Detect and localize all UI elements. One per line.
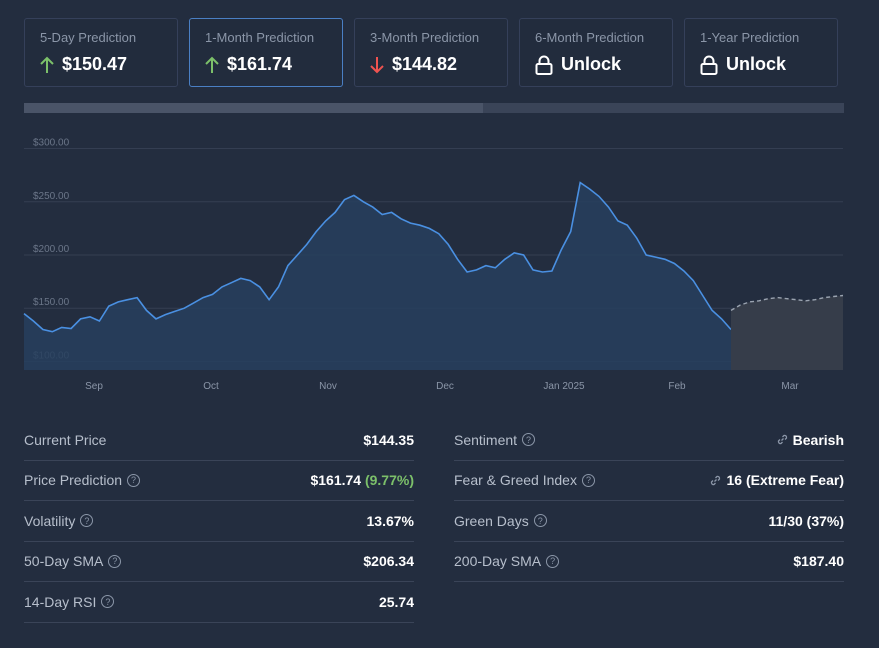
y-tick-label: $250.00 bbox=[33, 191, 70, 202]
help-icon[interactable]: ? bbox=[581, 473, 595, 487]
price-chart: $300.00$250.00$200.00$150.00$100.00SepOc… bbox=[0, 130, 879, 400]
stats-left: Current Price $144.35 Price Prediction? … bbox=[24, 420, 414, 623]
prediction-cards: 5-Day Prediction $150.47 1-Month Predict… bbox=[24, 18, 838, 87]
card-6-month[interactable]: 6-Month Prediction Unlock bbox=[519, 18, 673, 87]
y-tick-label: $200.00 bbox=[33, 244, 70, 255]
x-tick-label: Jan 2025 bbox=[543, 381, 585, 392]
x-tick-label: Nov bbox=[319, 381, 337, 392]
stat-label: Fear & Greed Index bbox=[454, 472, 577, 489]
stats-right: Sentiment? Bearish Fear & Greed Index? 1… bbox=[454, 420, 844, 582]
y-tick-label: $150.00 bbox=[33, 297, 70, 308]
card-value: Unlock bbox=[726, 54, 787, 74]
card-1-year[interactable]: 1-Year Prediction Unlock bbox=[684, 18, 838, 87]
stat-label: 14-Day RSI bbox=[24, 593, 97, 610]
stat-current-price: Current Price $144.35 bbox=[24, 420, 414, 461]
card-3-month[interactable]: 3-Month Prediction $144.82 bbox=[354, 18, 508, 87]
stat-sentiment: Sentiment? Bearish bbox=[454, 420, 844, 461]
help-icon[interactable]: ? bbox=[546, 554, 560, 568]
stat-label: 50-Day SMA bbox=[24, 553, 104, 570]
stat-label: Volatility bbox=[24, 512, 76, 529]
price-chart-svg: $300.00$250.00$200.00$150.00$100.00SepOc… bbox=[23, 138, 844, 392]
stat-value: 11/30 (37%) bbox=[768, 512, 845, 529]
link-icon bbox=[777, 435, 787, 445]
arrow-up-icon bbox=[205, 56, 219, 73]
help-icon[interactable]: ? bbox=[522, 433, 536, 447]
card-value: $144.82 bbox=[392, 54, 458, 74]
progress-fill bbox=[24, 103, 484, 113]
card-label: 1-Year Prediction bbox=[700, 30, 800, 45]
arrow-down-icon bbox=[370, 56, 384, 73]
x-tick-label: Mar bbox=[781, 381, 799, 392]
price-line bbox=[23, 181, 732, 333]
lock-icon bbox=[535, 55, 553, 75]
stat-fear-greed: Fear & Greed Index? 16 (Extreme Fear) bbox=[454, 461, 844, 501]
card-label: 1-Month Prediction bbox=[205, 30, 315, 45]
stat-label: Green Days bbox=[454, 512, 529, 529]
stat-change: (9.77%) bbox=[364, 472, 414, 489]
help-icon[interactable]: ? bbox=[533, 514, 547, 528]
x-tick-label: Sep bbox=[85, 381, 103, 392]
card-value: $161.74 bbox=[227, 54, 293, 74]
stat-price-prediction: Price Prediction? $161.74 (9.77%) bbox=[24, 461, 414, 501]
lock-icon bbox=[700, 55, 718, 75]
x-tick-label: Feb bbox=[668, 381, 686, 392]
stat-label: Current Price bbox=[24, 431, 107, 448]
progress-bar[interactable] bbox=[24, 103, 844, 113]
stat-volatility: Volatility? 13.67% bbox=[24, 501, 414, 542]
help-icon[interactable]: ? bbox=[108, 554, 122, 568]
card-label: 3-Month Prediction bbox=[370, 30, 480, 45]
stat-50-day-sma: 50-Day SMA? $206.34 bbox=[24, 542, 414, 582]
link-icon bbox=[711, 475, 721, 485]
stat-value: $144.35 bbox=[363, 431, 414, 448]
stat-value: 16 (Extreme Fear) bbox=[726, 472, 844, 489]
card-5-day[interactable]: 5-Day Prediction $150.47 bbox=[24, 18, 178, 87]
stat-value: $206.34 bbox=[363, 553, 414, 570]
arrow-up-icon bbox=[40, 56, 54, 73]
stat-green-days: Green Days? 11/30 (37%) bbox=[454, 501, 844, 542]
card-label: 5-Day Prediction bbox=[40, 30, 137, 45]
stat-value-link[interactable]: 16 (Extreme Fear) bbox=[709, 472, 844, 488]
stat-value-link[interactable]: Bearish bbox=[776, 432, 844, 448]
price-area bbox=[24, 182, 731, 370]
stat-value: $187.40 bbox=[793, 553, 844, 570]
help-icon[interactable]: ? bbox=[127, 473, 141, 487]
prediction-area bbox=[731, 295, 843, 370]
card-1-month[interactable]: 1-Month Prediction $161.74 bbox=[189, 18, 343, 87]
stat-label: 200-Day SMA bbox=[454, 553, 542, 570]
prediction-line bbox=[730, 294, 844, 312]
help-icon[interactable]: ? bbox=[80, 514, 94, 528]
stat-value: Bearish bbox=[792, 431, 844, 448]
y-tick-label: $300.00 bbox=[33, 138, 70, 149]
stat-label: Sentiment bbox=[454, 431, 518, 448]
stat-value: 25.74 bbox=[378, 593, 414, 610]
stat-value: 13.67% bbox=[366, 512, 414, 529]
card-value: $150.47 bbox=[62, 54, 128, 74]
x-tick-label: Oct bbox=[203, 381, 219, 392]
help-icon[interactable]: ? bbox=[101, 595, 115, 609]
stat-200-day-sma: 200-Day SMA? $187.40 bbox=[454, 542, 844, 582]
stat-value: $161.74 bbox=[310, 472, 362, 489]
card-label: 6-Month Prediction bbox=[535, 30, 645, 45]
stat-14-day-rsi: 14-Day RSI? 25.74 bbox=[24, 582, 414, 623]
card-value: Unlock bbox=[561, 54, 622, 74]
stat-label: Price Prediction bbox=[24, 472, 123, 489]
x-tick-label: Dec bbox=[436, 381, 454, 392]
